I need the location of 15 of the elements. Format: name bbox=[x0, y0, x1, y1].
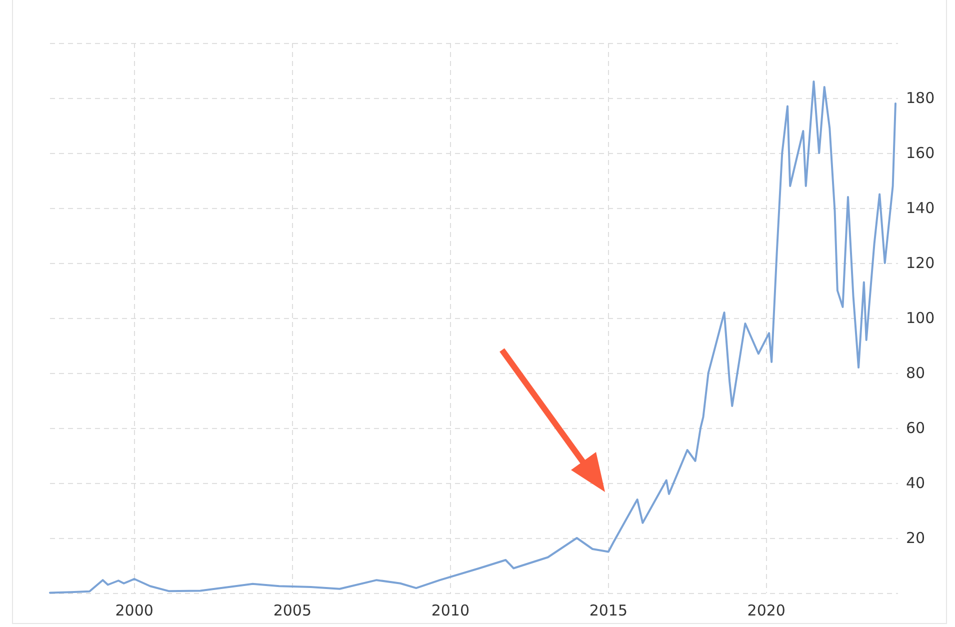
x-tick-label: 2015 bbox=[589, 602, 628, 620]
x-tick-label: 2010 bbox=[431, 602, 470, 620]
x-tick-label: 2000 bbox=[115, 602, 154, 620]
y-tick-label: 80 bbox=[906, 364, 926, 382]
y-tick-label: 140 bbox=[906, 199, 935, 217]
y-tick-label: 160 bbox=[906, 144, 935, 162]
y-tick-label: 20 bbox=[906, 529, 926, 547]
line-series bbox=[49, 80, 896, 594]
y-tick-label: 120 bbox=[906, 254, 935, 272]
x-tick-label: 2005 bbox=[273, 602, 312, 620]
y-tick-label: 60 bbox=[906, 419, 926, 437]
y-tick-label: 40 bbox=[906, 474, 926, 492]
x-tick-label: 2020 bbox=[747, 602, 786, 620]
y-tick-label: 100 bbox=[906, 309, 935, 327]
y-tick-label: 180 bbox=[906, 89, 935, 107]
